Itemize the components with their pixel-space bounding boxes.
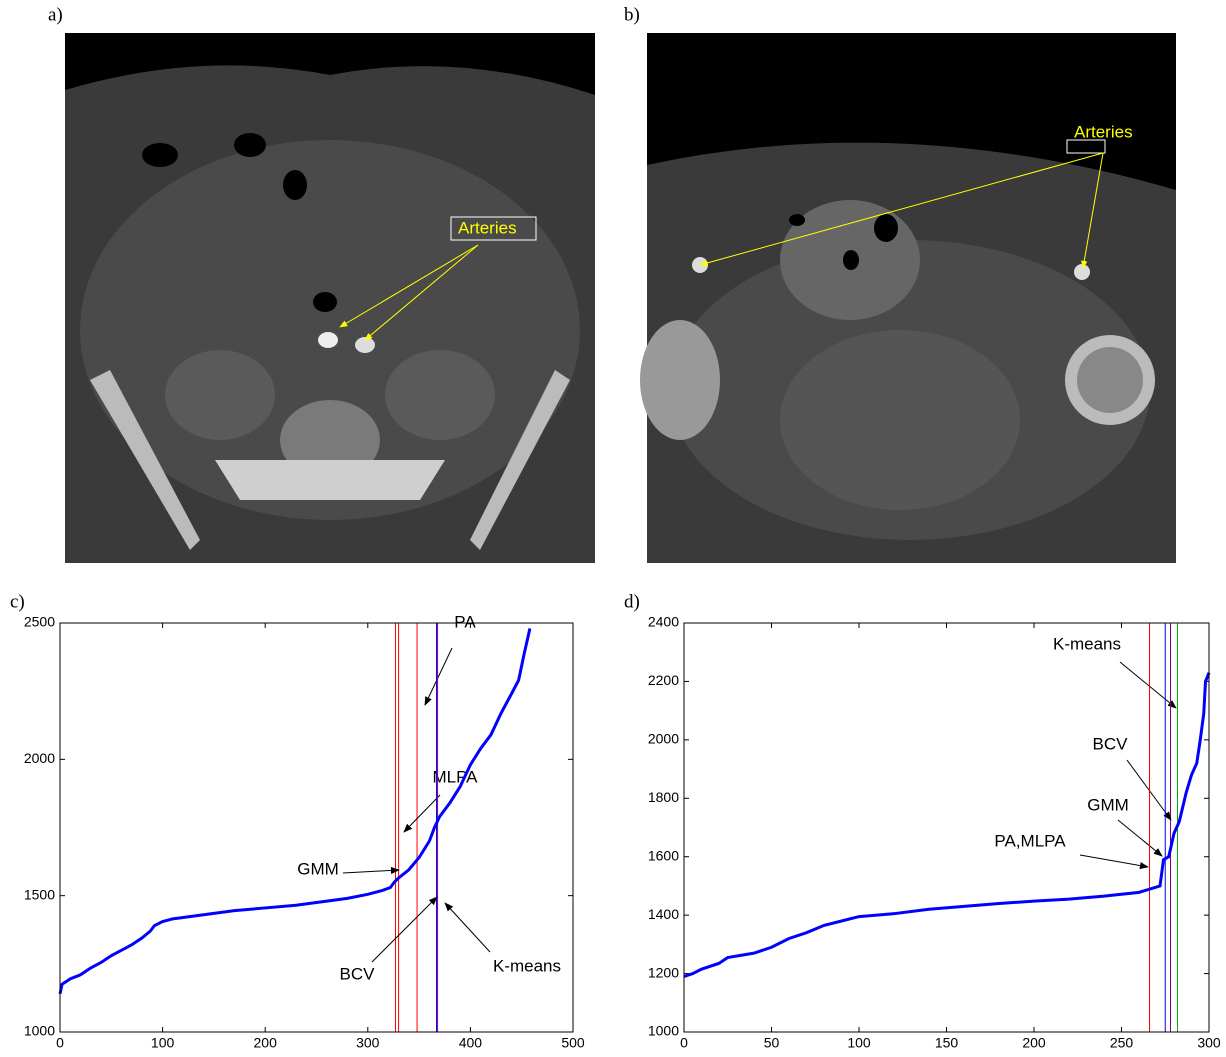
y-tick-label: 2000 — [648, 731, 679, 747]
y-tick-label: 1800 — [648, 789, 679, 805]
y-tick-label: 2500 — [24, 614, 55, 630]
x-tick-label: 200 — [1022, 1035, 1046, 1051]
x-tick-label: 100 — [847, 1035, 871, 1051]
x-tick-label: 0 — [680, 1035, 688, 1051]
arrow — [445, 903, 490, 952]
arrow — [425, 648, 452, 705]
x-tick-label: 300 — [1197, 1035, 1221, 1051]
annotation: GMM — [297, 859, 339, 878]
annotation: BCV — [1093, 734, 1129, 753]
x-tick-label: 400 — [459, 1035, 483, 1051]
arrow — [1118, 820, 1162, 856]
panel-label: b) — [624, 4, 640, 25]
figure: a) Arteries b) Arteries c)10001500200025… — [0, 0, 1226, 1057]
y-tick-label: 1000 — [24, 1023, 55, 1039]
annotation: K-means — [1053, 634, 1121, 653]
panel-label: d) — [624, 591, 640, 612]
arrow — [343, 870, 399, 873]
x-tick-label: 500 — [561, 1035, 585, 1051]
annotation: Arteries — [458, 218, 517, 237]
y-tick-label: 2000 — [24, 750, 55, 766]
y-tick-label: 2200 — [648, 672, 679, 688]
panel-label: c) — [10, 591, 25, 612]
arrow — [372, 897, 437, 962]
annotation: K-means — [493, 956, 561, 975]
x-tick-label: 50 — [764, 1035, 780, 1051]
data-line — [684, 673, 1209, 977]
annotation: BCV — [340, 964, 376, 983]
annotation: PA — [454, 612, 476, 631]
arrow — [1120, 662, 1176, 708]
ct-image — [65, 33, 595, 563]
x-tick-label: 250 — [1110, 1035, 1134, 1051]
annotation: Arteries — [1074, 122, 1133, 141]
annotation: MLPA — [432, 767, 478, 786]
annotation: GMM — [1087, 795, 1129, 814]
y-tick-label: 1600 — [648, 847, 679, 863]
y-tick-label: 1400 — [648, 906, 679, 922]
x-tick-label: 300 — [356, 1035, 380, 1051]
arrow — [1080, 855, 1148, 867]
annotation: PA,MLPA — [994, 831, 1066, 850]
ct-image — [640, 33, 1176, 563]
y-tick-label: 1500 — [24, 886, 55, 902]
x-tick-label: 100 — [151, 1035, 175, 1051]
x-tick-label: 200 — [254, 1035, 278, 1051]
panel-label: a) — [48, 4, 63, 25]
y-tick-label: 2400 — [648, 614, 679, 630]
y-tick-label: 1000 — [648, 1023, 679, 1039]
plot-frame — [684, 623, 1209, 1032]
x-tick-label: 150 — [935, 1035, 959, 1051]
data-line — [60, 628, 530, 993]
y-tick-label: 1200 — [648, 964, 679, 980]
x-tick-label: 0 — [56, 1035, 64, 1051]
